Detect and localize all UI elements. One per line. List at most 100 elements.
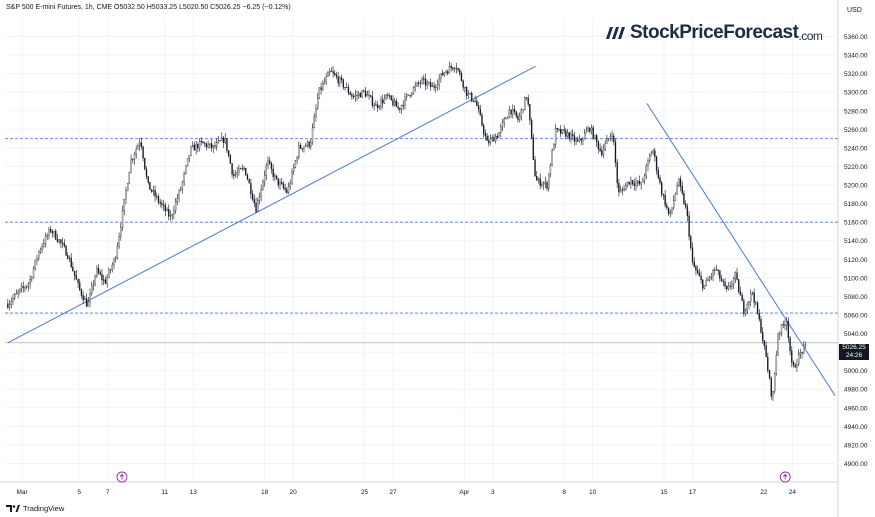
candle-body <box>385 94 387 99</box>
candle-body <box>794 365 796 368</box>
candle-body <box>649 155 651 161</box>
candle-body <box>404 96 406 106</box>
x-tick-label: 15 <box>660 489 668 496</box>
candle-body <box>423 78 425 80</box>
candle-body <box>488 140 490 144</box>
y-tick-label: 5160.00 <box>844 220 868 227</box>
candle-body <box>239 168 242 170</box>
candle-body <box>645 165 647 177</box>
candle-body <box>67 255 69 259</box>
candle-body <box>640 182 642 185</box>
candle-body <box>91 285 93 294</box>
candle-body <box>447 71 449 74</box>
candle-body <box>758 313 760 320</box>
candle-body <box>335 74 338 78</box>
candle-body <box>520 109 523 117</box>
candle-body <box>185 165 187 174</box>
x-tick-label: 18 <box>261 489 269 496</box>
candle-body <box>572 133 574 136</box>
candle-body <box>696 270 699 274</box>
candle-body <box>667 207 670 214</box>
y-tick-label: 5360.00 <box>844 34 868 41</box>
brand-logo: StockPriceForecast .com <box>604 22 823 44</box>
candle-body <box>394 100 396 106</box>
candle-body <box>558 128 560 130</box>
candle-body <box>643 175 646 181</box>
candle-body <box>29 279 31 284</box>
candle-body <box>421 78 423 84</box>
candle-body <box>765 345 767 358</box>
candle-body <box>116 246 119 258</box>
y-tick-label: 5260.00 <box>844 127 868 134</box>
candle-body <box>298 144 300 158</box>
candle-body <box>305 145 307 147</box>
event-marker-icon[interactable] <box>779 471 791 483</box>
currency-label[interactable]: USD <box>847 7 862 14</box>
candle-body <box>424 78 427 86</box>
tradingview-footer[interactable]: TradingView <box>6 504 64 513</box>
symbol-label[interactable]: S&P 500 E-mini Futures, 1h, CME <box>6 4 113 11</box>
candle-body <box>724 281 726 287</box>
x-tick-label: 17 <box>689 489 697 496</box>
candle-body <box>125 190 127 200</box>
candle-body <box>601 150 603 156</box>
candle-body <box>500 126 502 133</box>
candle-body <box>63 243 66 247</box>
candle-body <box>560 129 562 134</box>
x-tick-label: 5 <box>77 489 81 496</box>
candle-body <box>243 167 245 169</box>
candle-body <box>399 107 401 110</box>
time-axis[interactable]: Mar 5 7 11 13 18 20 25 27 Apr 3 8 10 15 17 22 24 <box>17 489 797 496</box>
candle-body <box>448 66 451 74</box>
candle-body <box>666 205 668 208</box>
candle-body <box>344 87 346 89</box>
candle-body <box>70 257 72 268</box>
candle-body <box>664 195 666 206</box>
event-marker-icon[interactable] <box>116 471 128 483</box>
candle-body <box>198 141 201 149</box>
price-axis[interactable]: 4900.00 4920.00 4940.00 4960.00 4980.00 5000.… <box>844 34 868 468</box>
candle-body <box>174 201 177 211</box>
candle-body <box>517 116 519 120</box>
candle-body <box>359 93 362 98</box>
candle-body <box>351 94 353 97</box>
candle-body <box>180 188 182 191</box>
y-tick-label: 5200.00 <box>844 183 868 190</box>
candle-body <box>311 127 314 143</box>
candle-body <box>414 85 416 88</box>
candle-body <box>459 69 461 74</box>
candle-body <box>731 283 733 287</box>
candle-body <box>327 72 329 77</box>
candle-body <box>573 135 576 142</box>
candle-body <box>708 277 711 281</box>
x-tick-label: 25 <box>361 489 369 496</box>
candle-body <box>133 154 136 160</box>
candle-body <box>397 106 399 109</box>
candle-body <box>772 391 774 397</box>
candle-body <box>642 179 644 183</box>
candle-body <box>224 138 226 143</box>
candle-body <box>358 93 360 96</box>
candle-body <box>426 82 428 86</box>
candle-body <box>347 86 350 93</box>
candle-body <box>474 100 476 102</box>
candle-body <box>315 108 317 117</box>
candle-body <box>37 251 40 259</box>
candle-body <box>217 140 220 143</box>
event-marker-glyph <box>119 473 125 480</box>
candle-body <box>770 377 772 397</box>
candle-body <box>209 143 211 146</box>
candle-body <box>293 167 295 172</box>
event-markers[interactable] <box>116 471 791 483</box>
candle-body <box>144 157 146 170</box>
candle-body <box>291 171 293 184</box>
candle-body <box>84 298 86 301</box>
horizontal-levels <box>5 138 838 344</box>
candle-body <box>452 67 454 70</box>
candle-body <box>690 236 692 248</box>
candle-body <box>551 150 553 166</box>
candle-body <box>779 332 781 335</box>
candle-body <box>411 93 413 96</box>
candle-body <box>205 143 208 148</box>
